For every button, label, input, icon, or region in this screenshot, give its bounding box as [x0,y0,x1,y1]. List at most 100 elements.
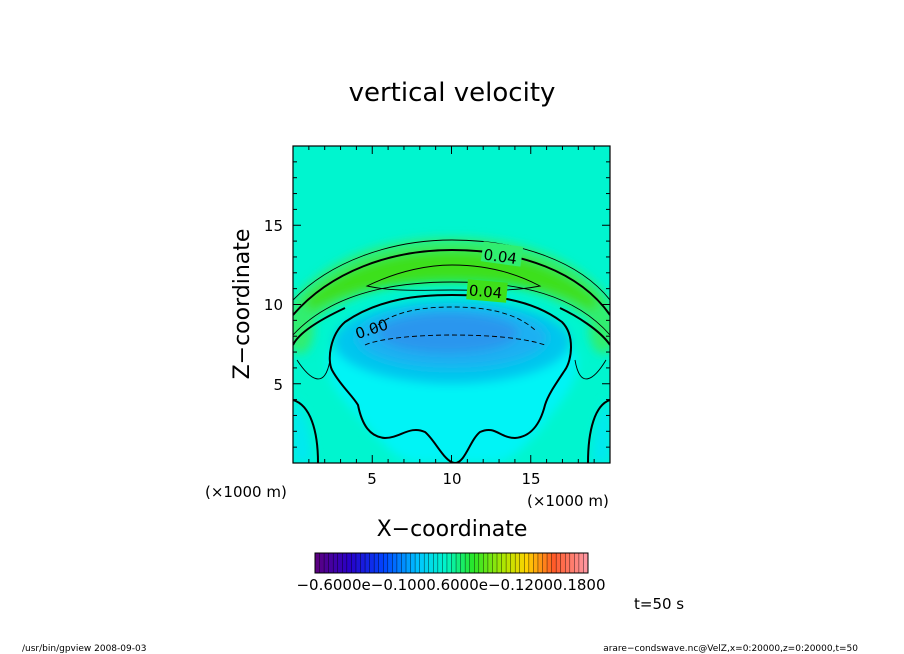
colorbar-cell [346,553,352,573]
contour-zero [328,293,572,463]
colorbar-cell [351,553,357,573]
x-axis-label: X−coordinate [377,517,528,542]
contour-bold-right [587,399,610,463]
contour-negative-inner [364,334,546,346]
colorbar-cell [465,553,471,573]
colorbar-cell [533,553,539,573]
contour-bold-left [293,399,319,463]
colorbar-cell [456,553,462,573]
colorbar-cell [442,553,448,573]
colorbar-cell [506,553,512,573]
x-unit-left: (×1000 m) [205,483,287,501]
colorbar-cell [542,553,548,573]
colorbar-cell [569,553,575,573]
colorbar-cell [583,553,589,573]
colorbar-cell [360,553,366,573]
contour-thin-mid [293,281,610,336]
y-axis-label: Z−coordinate [230,229,255,380]
contour-negative-outer [371,306,536,331]
lower-cyan-region [327,350,578,463]
colorbar-cell [406,553,412,573]
colorbar-cell [392,553,398,573]
colorbar-cell [437,553,443,573]
colorbar-cell [524,553,530,573]
contour-label-bg-1 [480,241,524,267]
x-tick-label-15: 15 [521,470,540,488]
colorbar-cell [401,553,407,573]
time-label: t=50 s [634,595,684,613]
colorbar-cell [410,553,416,573]
colorbar-cell [478,553,484,573]
colorbar-cell [574,553,580,573]
contour-band-inner [365,264,542,291]
colorbar-cell [378,553,384,573]
colorbar-cell [560,553,566,573]
colorbar-cell [383,553,389,573]
y-tick-label-5: 5 [273,376,283,394]
plot-field: 0.04 0.04 0.00 [293,146,610,463]
colorbar-cell [460,553,466,573]
colorbar-cell [333,553,339,573]
right-lobe [589,302,610,354]
colorbar-cell [315,553,321,573]
colorbar-cell [446,553,452,573]
contour-thin-outer [293,239,610,301]
colorbar-cell [424,553,430,573]
contour-bold-side [293,307,610,346]
y-tick-label-15: 15 [264,217,283,235]
colorbar-cell [337,553,343,573]
colorbar-cell [419,553,425,573]
colorbar-cell [578,553,584,573]
contour-lines [293,239,610,463]
x-tick-label-5: 5 [367,470,377,488]
colorbar-cell [342,553,348,573]
y-tick-label-10: 10 [264,296,283,314]
colorbar-cell [319,553,325,573]
x-tick-label-10: 10 [442,470,461,488]
colorbar-cell [551,553,557,573]
colorbar-cell [501,553,507,573]
colorbar-cell [547,553,553,573]
left-cyan-column [293,400,312,463]
footer-right: arare−condswave.nc@VelZ,x=0:20000,z=0:20… [603,644,858,654]
colorbar-cell [324,553,330,573]
colorbar-cell [519,553,525,573]
colorbar-cell [510,553,516,573]
colorbar-cell [483,553,489,573]
colorbar-tick-labels: −0.6000e−0.1000.6000e−0.12000.1800 [296,576,605,594]
chart-title: vertical velocity [349,78,556,108]
colorbar-cell [528,553,534,573]
contour-label-1: 0.04 [483,246,519,268]
positive-band-inner [305,250,598,315]
colorbar-cell [515,553,521,573]
footer-left: /usr/bin/gpview 2008-09-03 [22,644,146,654]
right-cyan-column [592,400,610,463]
colorbar-cell [415,553,421,573]
colorbar-cell [451,553,457,573]
colorbar-cell [396,553,402,573]
colorbar-cell [369,553,375,573]
colorbar-cell [328,553,334,573]
axis-ticks [293,146,610,463]
colorbar-frame [314,552,589,574]
contour-label-2: 0.04 [468,281,503,302]
colorbar-cell [556,553,562,573]
colorbar-cell [487,553,493,573]
colorbar-cell [497,553,503,573]
colorbar-cell [469,553,475,573]
colorbar-cell [565,553,571,573]
colorbar-cell [428,553,434,573]
colorbar-cell [374,553,380,573]
contour-thin-side [296,359,607,380]
x-unit-right: (×1000 m) [527,492,609,510]
colorbar-cell [365,553,371,573]
colorbar-cell [537,553,543,573]
colorbar-cell [387,553,393,573]
negative-core-inner [378,313,518,353]
colorbar [315,553,589,573]
contour-label-bg-2 [466,279,508,303]
colorbar-cell [355,553,361,573]
contour-bold-outer [293,248,610,316]
colorbar-cell [474,553,480,573]
